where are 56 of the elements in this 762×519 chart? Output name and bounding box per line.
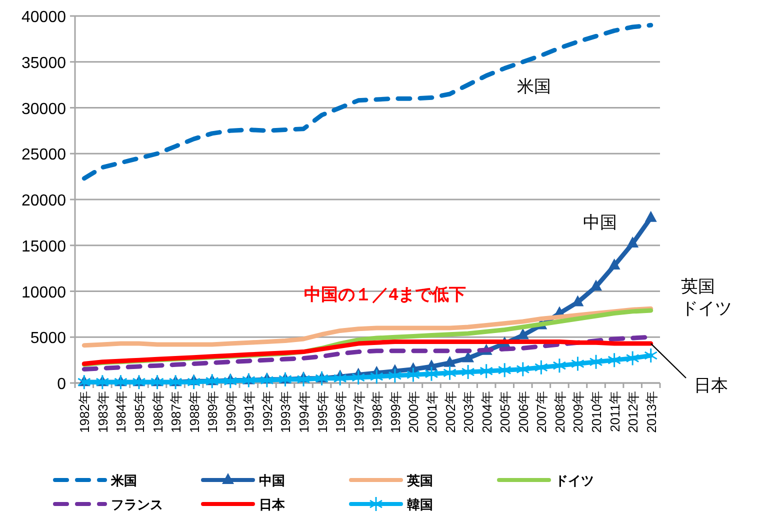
x-tick-label: 1989年 [205, 391, 220, 433]
x-tick-label: 1987年 [168, 391, 184, 433]
y-tick-label: 35000 [22, 54, 66, 72]
x-tick-label: 1986年 [150, 391, 166, 433]
x-tick-label: 1983年 [95, 391, 110, 433]
legend-label: 韓国 [407, 497, 433, 512]
x-tick-label: 1985年 [132, 391, 147, 433]
x-tick-label: 2012年 [626, 391, 641, 433]
line-series [82, 306, 654, 348]
y-tick-label: 20000 [22, 192, 66, 210]
x-tick-label: 1996年 [333, 391, 348, 433]
x-tick-label: 1999年 [388, 391, 403, 433]
x-tick-label: 2006年 [516, 391, 531, 433]
x-tick-label: 2002年 [442, 391, 458, 433]
x-tick-label: 1984年 [114, 391, 129, 433]
x-tick-label: 1991年 [242, 391, 257, 433]
x-tick-label: 2004年 [479, 391, 494, 433]
legend-label: ドイツ [555, 473, 594, 488]
x-tick-label: 1994年 [296, 391, 312, 433]
x-tick-label: 1997年 [351, 391, 366, 433]
x-tick-label: 1995年 [314, 391, 330, 433]
x-tick-label: 2001年 [424, 391, 440, 433]
x-tick-label: 2013年 [644, 391, 659, 433]
legend-label: 米国 [110, 473, 137, 488]
y-tick-label: 10000 [22, 284, 66, 302]
annotation: 米国 [517, 77, 551, 96]
x-tick-label: 1982年 [77, 391, 92, 433]
x-tick-label: 2008年 [552, 391, 568, 433]
x-tick-label: 1998年 [370, 391, 385, 433]
x-tick-label: 2009年 [570, 391, 586, 433]
x-tick-label: 2010年 [589, 391, 604, 433]
y-tick-label: 5000 [30, 330, 66, 348]
x-tick-label: 2011年 [607, 391, 622, 432]
x-tick-label: 1993年 [278, 391, 294, 433]
annotation: 中国の１／4まで低下 [304, 285, 466, 304]
x-tick-label: 1988年 [186, 391, 202, 433]
legend-label: 英国 [406, 473, 433, 488]
x-tick-label: 2005年 [498, 391, 513, 433]
text: ドイツ [681, 299, 732, 318]
text: 英国 [681, 277, 715, 296]
legend-label: 日本 [259, 497, 286, 512]
y-tick-label: 0 [57, 376, 66, 393]
x-tick-label: 2007年 [534, 391, 550, 433]
x-tick-label: 1992年 [260, 391, 275, 433]
x-tick-label: 1990年 [223, 391, 238, 433]
legend-label: フランス [111, 497, 163, 512]
x-tick-label: 2003年 [461, 391, 476, 433]
y-tick-label: 15000 [22, 238, 66, 256]
x-tick-label: 2000年 [406, 391, 422, 433]
y-tick-label: 25000 [22, 146, 66, 164]
y-tick-label: 30000 [22, 100, 66, 118]
annotation: 中国 [583, 213, 617, 232]
line-series [82, 22, 654, 181]
y-tick-label: 40000 [22, 9, 66, 26]
legend-label: 中国 [259, 473, 285, 488]
annotation: 日本 [694, 376, 728, 395]
